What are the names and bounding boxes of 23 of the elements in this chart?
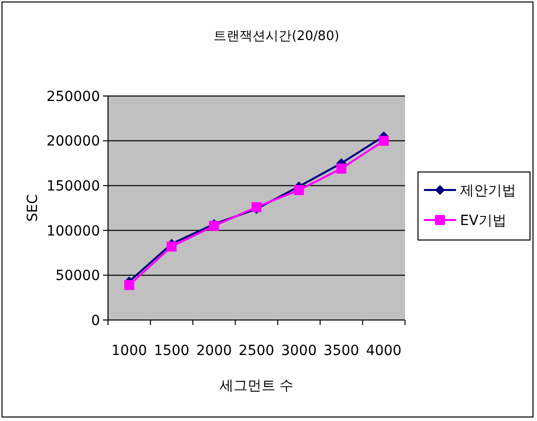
x-tick-label: 2500 bbox=[238, 343, 274, 359]
x-tick-label: 1500 bbox=[154, 343, 190, 359]
y-tick-label: 100000 bbox=[46, 223, 100, 240]
point bbox=[124, 280, 134, 290]
y-tick-label: 200000 bbox=[46, 134, 100, 150]
point bbox=[336, 164, 346, 174]
legend-label: 제안기법 bbox=[460, 182, 516, 199]
y-tick-label: 50000 bbox=[55, 268, 100, 284]
point bbox=[378, 136, 389, 146]
y-tick-label: 150000 bbox=[46, 178, 100, 194]
point bbox=[166, 242, 177, 252]
chart-title: 트랜잭션시간(20/80) bbox=[214, 29, 340, 44]
legend-label: EV기법 bbox=[460, 212, 506, 229]
x-tick-label: 2000 bbox=[196, 343, 232, 359]
y-tick-label: 250000 bbox=[46, 88, 100, 105]
point bbox=[294, 185, 304, 196]
y-tick-label: 0 bbox=[91, 312, 100, 329]
y-axis-title: SEC bbox=[25, 194, 41, 222]
x-tick-label: 4000 bbox=[366, 343, 402, 359]
x-tick-label: 1000 bbox=[111, 343, 148, 359]
x-tick-label: 3000 bbox=[281, 343, 317, 359]
x-axis-title: 세그먼트 수 bbox=[219, 378, 294, 394]
x-tick-label: 3500 bbox=[324, 343, 360, 359]
